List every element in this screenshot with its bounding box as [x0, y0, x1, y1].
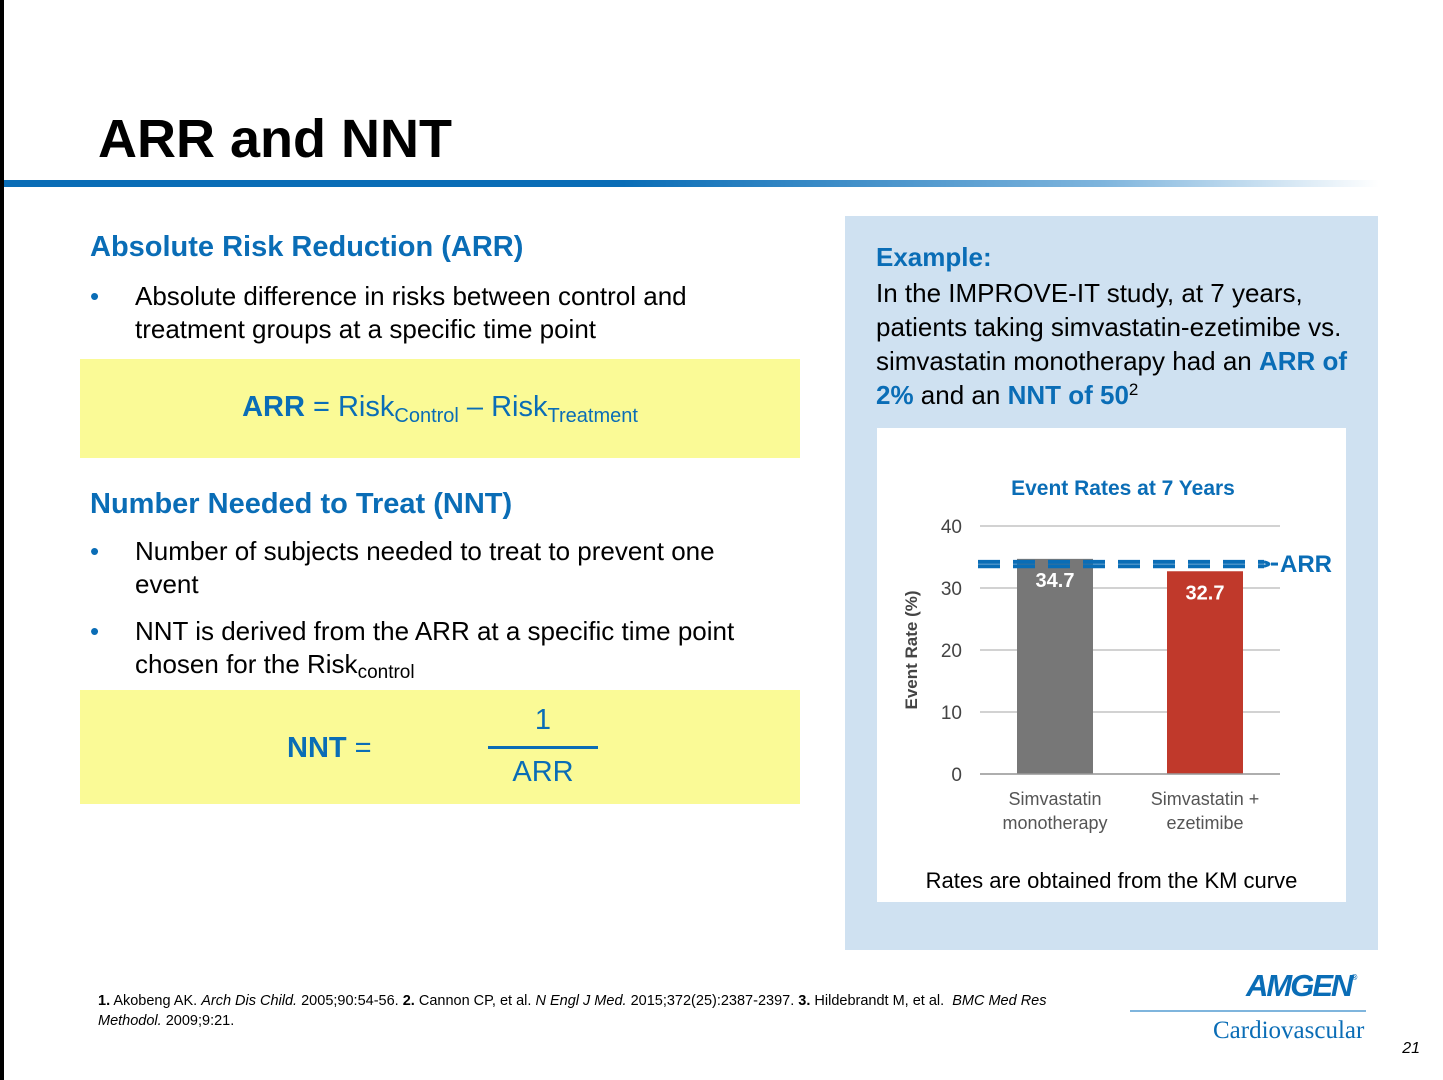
x-tick-label: Simvastatin + — [1151, 789, 1260, 809]
nnt-bullet-2-text: NNT is derived from the ARR at a specifi… — [135, 615, 755, 689]
nnt-denominator: ARR — [512, 756, 574, 788]
x-tick-label: Simvastatin — [1008, 789, 1101, 809]
bar-1 — [1017, 558, 1093, 774]
arr-bracket — [1263, 560, 1271, 568]
ref-2-number: 2. — [402, 993, 415, 1009]
arr-risk-control: Risk — [337, 391, 395, 423]
ref-3-author: Hildebrandt M, et al. — [810, 993, 953, 1009]
example-arr-highlight: ARR of 2% — [876, 346, 1348, 410]
arr-risk-treatment: Risk — [491, 391, 548, 423]
y-axis-label: Event Rate (%) — [902, 590, 921, 709]
data-label: 32.7 — [1186, 582, 1225, 604]
y-tick-label: 0 — [951, 765, 962, 786]
example-panel: Example: In the IMPROVE-IT study, at 7 y… — [845, 216, 1378, 950]
example-title: Example: — [876, 242, 992, 272]
ref-2-journal: N Engl J Med. — [535, 993, 627, 1009]
y-tick-label: 30 — [941, 579, 962, 600]
left-edge-bar — [0, 0, 4, 1080]
example-reference-superscript: 2 — [1128, 380, 1139, 399]
bullet-icon: • — [90, 616, 100, 646]
page-number: 21 — [1402, 1040, 1420, 1057]
nnt-bullet-2-subscript: control — [357, 662, 415, 683]
example-text: In the IMPROVE-IT study, at 7 years, pat… — [876, 276, 1366, 412]
amgen-logo-text: AMGEN — [1246, 968, 1353, 1003]
arr-formula-label: ARR — [242, 391, 305, 423]
ref-1-author: Akobeng AK. — [110, 993, 202, 1009]
data-label: 34.7 — [1036, 570, 1075, 592]
ref-1-number: 1. — [98, 993, 111, 1009]
x-tick-label: monotherapy — [1002, 813, 1107, 833]
y-tick-label: 40 — [941, 517, 962, 538]
arr-treatment-subscript: Treatment — [547, 405, 638, 427]
nnt-heading: Number Needed to Treat (NNT) — [90, 488, 513, 520]
references: 1. Akobeng AK. Arch Dis Child. 2005;90:5… — [98, 991, 1098, 1031]
bullet-icon: • — [90, 281, 100, 311]
example-nnt-highlight: NNT of 50 — [1007, 380, 1129, 410]
arr-formula-box: ARR = RiskControl – RiskTreatment — [80, 359, 800, 458]
ref-2-author: Cannon CP, et al. — [414, 993, 536, 1009]
event-rate-chart: Event Rates at 7 Years 0 10 20 30 40 Event Rat… — [902, 477, 1332, 833]
nnt-bullet-1-text: Number of subjects needed to treat to pr… — [135, 536, 715, 599]
nnt-formula-name: NNT — [287, 732, 347, 764]
chart-title: Event Rates at 7 Years — [1011, 477, 1235, 500]
arr-heading: Absolute Risk Reduction (ARR) — [90, 231, 524, 263]
arr-formula-minus: – — [458, 391, 492, 423]
ref-1-details: 2005;90:54-56. — [297, 993, 403, 1009]
amgen-logo: AMGEN® — [1246, 968, 1357, 1004]
title-underline — [4, 180, 1379, 187]
arr-formula-equals: = — [304, 391, 338, 423]
ref-3-details: 2009;9:21. — [161, 1013, 235, 1029]
registered-mark: ® — [1351, 973, 1358, 982]
logo-divider — [1130, 1010, 1366, 1012]
arr-bullet-text: Absolute difference in risks between con… — [135, 281, 687, 344]
nnt-formula-label: NNT = — [287, 732, 372, 765]
ref-2-details: 2015;372(25):2387-2397. — [626, 993, 799, 1009]
nnt-numerator: 1 — [534, 704, 552, 736]
y-tick-label: 20 — [941, 641, 962, 662]
example-text-intro: In the IMPROVE-IT study, at 7 years, pat… — [876, 278, 1342, 376]
ref-3-number: 3. — [798, 993, 811, 1009]
y-tick-label: 10 — [941, 703, 962, 724]
example-text-middle: and an — [913, 380, 1008, 410]
arr-annotation: ARR — [1280, 551, 1332, 578]
bar-2 — [1167, 571, 1243, 774]
arr-formula: ARR = RiskControl – RiskTreatment — [80, 391, 800, 428]
chart-card: Event Rates at 7 Years 0 10 20 30 40 Event Rat… — [877, 428, 1346, 902]
arr-control-subscript: Control — [394, 405, 459, 427]
nnt-formula-box: NNT = 1 ARR — [80, 690, 800, 804]
slide-title: ARR and NNT — [98, 109, 452, 169]
ref-1-journal: Arch Dis Child. — [201, 993, 298, 1009]
chart-note: Rates are obtained from the KM curve — [925, 868, 1298, 893]
nnt-bullet-2-main: NNT is derived from the ARR at a specifi… — [135, 616, 735, 679]
division-name: Cardiovascular — [1213, 1017, 1365, 1044]
bullet-icon: • — [90, 536, 100, 566]
fraction-bar — [488, 746, 598, 749]
x-tick-label: ezetimibe — [1166, 813, 1243, 833]
ref-3-journal: BMC Med Res Methodol. — [98, 993, 1047, 1029]
nnt-formula-equals: = — [346, 732, 372, 764]
